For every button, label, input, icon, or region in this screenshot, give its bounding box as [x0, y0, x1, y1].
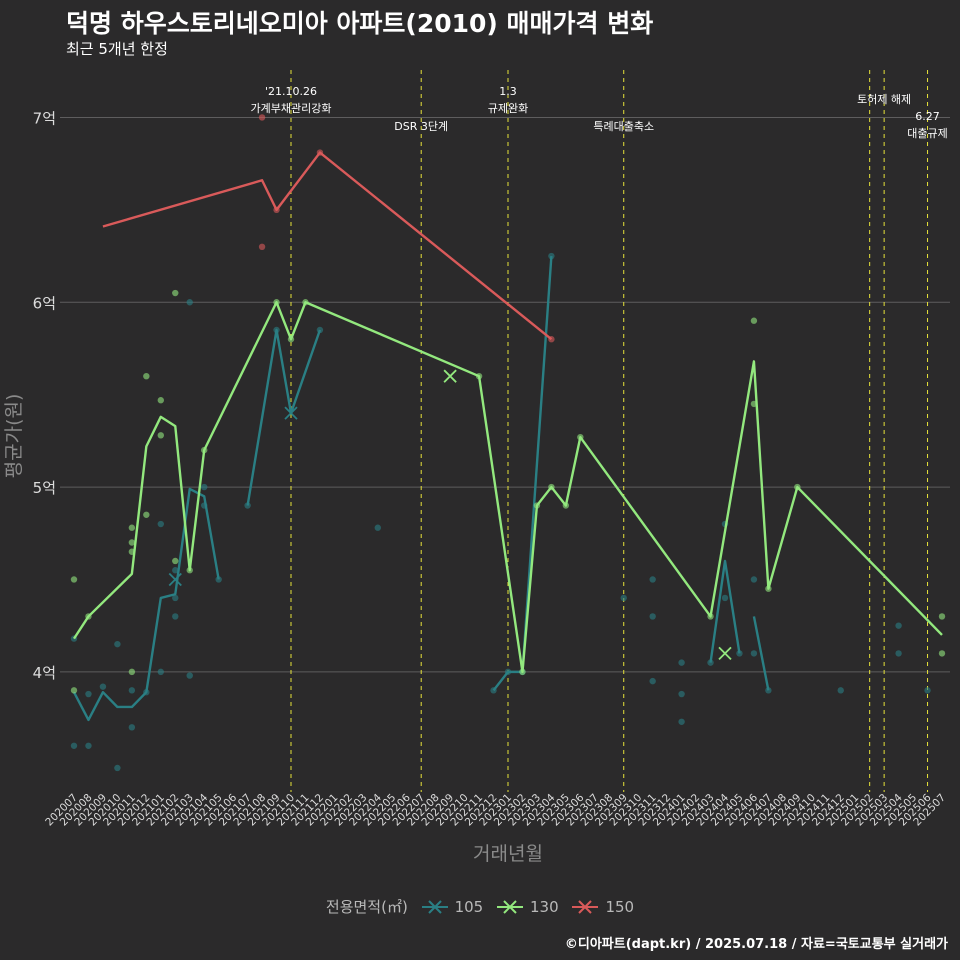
- data-point: [620, 594, 627, 602]
- legend-item-105: 105: [421, 897, 484, 917]
- data-point: [678, 718, 685, 725]
- data-point: [128, 539, 136, 546]
- data-point: [70, 742, 78, 749]
- event-label: 1.3: [499, 85, 517, 98]
- legend-key-105: [421, 899, 448, 914]
- series-line: [709, 559, 741, 663]
- y-tick-label: 4억: [33, 664, 56, 682]
- legend-item-150: 150: [571, 897, 634, 917]
- data-point: [374, 524, 381, 531]
- data-point: [186, 299, 193, 306]
- event-label: DSR 3단계: [394, 120, 448, 133]
- data-point: [157, 432, 164, 439]
- data-point: [938, 650, 946, 657]
- data-point: [114, 640, 121, 648]
- data-point: [85, 690, 92, 698]
- legend-key-130: [497, 899, 524, 914]
- data-point: [201, 483, 208, 491]
- y-axis-title: 평균가(원): [3, 394, 25, 479]
- data-point: [85, 742, 92, 749]
- y-tick-label: 5억: [33, 479, 56, 497]
- event-label: 대출규제: [907, 127, 947, 140]
- data-point: [157, 397, 164, 404]
- legend-label-150: 150: [605, 897, 635, 916]
- data-point: [157, 520, 164, 528]
- event-label: 규제완화: [488, 102, 528, 115]
- data-point: [99, 683, 107, 690]
- data-point: [143, 372, 150, 380]
- series-line: [102, 151, 553, 341]
- series-line: [246, 328, 322, 506]
- event-label: '21.10.26: [265, 85, 317, 98]
- data-point: [837, 687, 844, 694]
- data-point: [128, 524, 136, 531]
- data-point: [721, 594, 729, 602]
- data-point: [172, 613, 179, 620]
- data-point: [70, 687, 78, 694]
- data-point: [157, 668, 164, 676]
- cross-marker: [443, 369, 457, 383]
- data-point: [128, 687, 136, 694]
- data-point: [750, 576, 758, 583]
- axes: 4억5억6억7억20200720200820200920201020201120…: [33, 109, 948, 828]
- legend-key-150: [572, 899, 599, 914]
- legend-title: 전용면적(㎡): [325, 898, 408, 916]
- data-point: [128, 668, 136, 676]
- data-point: [895, 650, 902, 657]
- series-line: [752, 616, 770, 691]
- data-point: [678, 690, 685, 698]
- data-point: [143, 511, 150, 518]
- event-label: 6.27: [915, 110, 940, 123]
- series-150: [102, 114, 555, 343]
- y-tick-label: 7억: [33, 109, 56, 127]
- series-105: [70, 252, 931, 772]
- series-130: [70, 289, 946, 694]
- data-point: [114, 764, 121, 772]
- legend-label-105: 105: [454, 897, 484, 916]
- data-point: [172, 289, 179, 297]
- data-point: [938, 613, 946, 620]
- y-tick-label: 6억: [33, 294, 56, 312]
- cross-marker: [284, 406, 298, 420]
- data-point: [258, 114, 266, 121]
- series-line: [492, 255, 553, 692]
- legend-label-130: 130: [530, 897, 559, 916]
- event-label: 가계부채관리강화: [251, 102, 332, 115]
- chart-subtitle: 최근 5개년 한정: [66, 40, 168, 58]
- legend: 전용면적(㎡) 105 130 150: [0, 896, 960, 917]
- legend-item-130: 130: [496, 897, 559, 917]
- cross-marker: [718, 646, 732, 661]
- series-line: [72, 301, 943, 674]
- data-point: [649, 677, 656, 685]
- series-line: [72, 487, 220, 722]
- chart-title: 덕명 하우스토리네오미아 아파트(2010) 매매가격 변화: [66, 9, 654, 38]
- data-point: [649, 613, 656, 620]
- cross-marker: [168, 572, 182, 587]
- x-axis-title: 거래년월: [473, 843, 543, 865]
- data-point: [128, 724, 136, 731]
- data-point: [258, 243, 266, 251]
- data-point: [649, 576, 656, 583]
- event-label: 토허제 해제: [857, 92, 911, 106]
- data-point: [172, 594, 179, 602]
- data-point: [678, 659, 685, 666]
- data-point: [70, 576, 78, 583]
- data-series: [70, 114, 946, 772]
- data-point: [172, 557, 179, 565]
- event-label: 특례대출축소: [593, 120, 654, 133]
- data-point: [750, 317, 758, 324]
- source-caption: ©디아파트(dapt.kr) / 2025.07.18 / 자료=국토교통부 실…: [564, 937, 948, 952]
- data-point: [924, 687, 931, 694]
- data-point: [172, 567, 179, 574]
- data-point: [895, 622, 902, 629]
- data-point: [186, 672, 193, 679]
- data-point: [750, 650, 758, 657]
